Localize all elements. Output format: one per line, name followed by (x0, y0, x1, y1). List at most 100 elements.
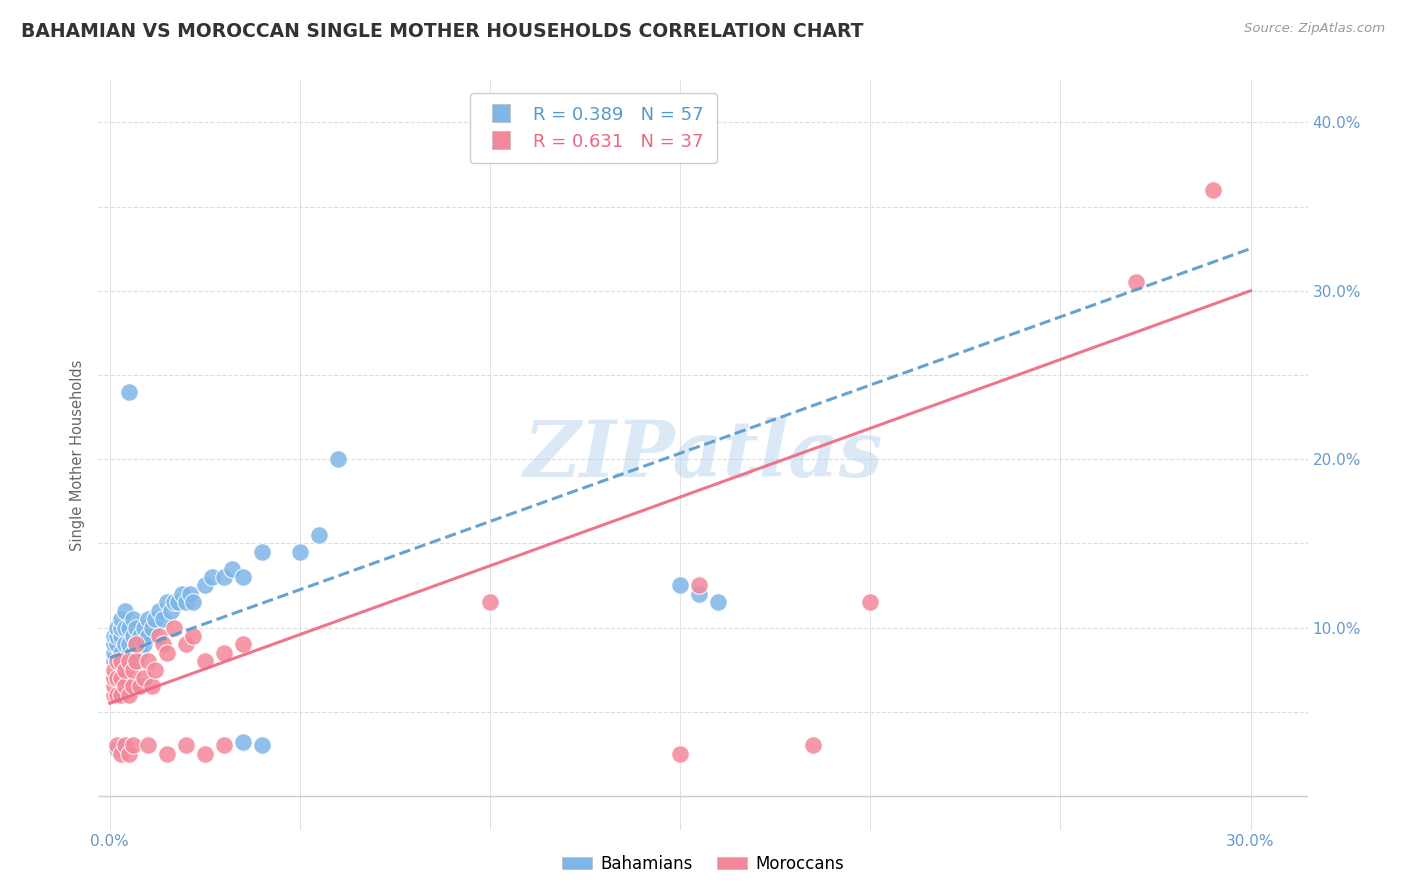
Point (121, 663, 143, 677)
Point (145, 663, 167, 677)
Point (118, 646, 141, 660)
Point (110, 612, 132, 626)
Point (110, 646, 132, 660)
Point (121, 739, 143, 753)
Point (194, 654, 217, 668)
Point (103, 654, 125, 668)
Point (152, 612, 174, 626)
Point (194, 578, 217, 592)
Point (479, 595, 502, 609)
Point (110, 629, 132, 643)
Point (103, 629, 125, 643)
Point (114, 680, 136, 694)
Point (107, 688, 129, 702)
Point (107, 739, 129, 753)
Point (129, 629, 152, 643)
Point (118, 637, 141, 651)
Point (107, 654, 129, 668)
Point (179, 587, 201, 601)
Point (114, 637, 136, 651)
Point (170, 587, 193, 601)
Point (145, 612, 167, 626)
Point (156, 646, 179, 660)
Point (103, 680, 125, 694)
Point (118, 384, 141, 399)
Point (107, 637, 129, 651)
Point (110, 620, 132, 634)
Point (141, 620, 163, 634)
Point (103, 646, 125, 660)
Text: BAHAMIAN VS MOROCCAN SINGLE MOTHER HOUSEHOLDS CORRELATION CHART: BAHAMIAN VS MOROCCAN SINGLE MOTHER HOUSE… (21, 22, 863, 41)
Point (129, 680, 152, 694)
Point (250, 545, 273, 559)
Point (156, 747, 179, 761)
Point (129, 646, 152, 660)
Point (110, 654, 132, 668)
Point (136, 654, 159, 668)
Y-axis label: Single Mother Households: Single Mother Households (70, 359, 86, 550)
Point (121, 680, 143, 694)
Point (136, 739, 159, 753)
Point (859, 595, 882, 609)
Point (148, 629, 170, 643)
Point (136, 629, 159, 643)
Point (103, 637, 125, 651)
Point (107, 741, 129, 756)
Point (107, 620, 129, 634)
Point (121, 646, 143, 660)
Point (221, 561, 243, 575)
Point (141, 680, 163, 694)
Point (103, 688, 125, 702)
Point (114, 663, 136, 677)
Point (183, 595, 205, 609)
Point (110, 654, 132, 668)
Legend: Bahamians, Moroccans: Bahamians, Moroccans (555, 848, 851, 880)
Point (107, 671, 129, 685)
Point (114, 654, 136, 668)
Point (232, 735, 254, 749)
Point (103, 663, 125, 677)
Point (159, 604, 181, 618)
Point (174, 595, 197, 609)
Point (118, 688, 141, 702)
Point (121, 629, 143, 643)
Point (103, 671, 125, 685)
Point (1201, 183, 1223, 197)
Point (110, 747, 132, 761)
Point (201, 570, 224, 584)
Point (156, 595, 179, 609)
Point (707, 595, 730, 609)
Point (125, 654, 148, 668)
Point (110, 688, 132, 702)
Point (132, 671, 155, 685)
Point (110, 671, 132, 685)
Point (107, 629, 129, 643)
Point (250, 739, 273, 753)
Point (163, 595, 186, 609)
Point (1125, 276, 1147, 290)
Point (125, 637, 148, 651)
Text: Source: ZipAtlas.com: Source: ZipAtlas.com (1244, 22, 1385, 36)
Point (194, 747, 217, 761)
Point (801, 739, 824, 753)
Point (288, 545, 311, 559)
Point (688, 578, 710, 592)
Point (669, 578, 692, 592)
Point (114, 620, 136, 634)
Point (107, 654, 129, 668)
Point (132, 637, 155, 651)
Point (118, 747, 141, 761)
Point (152, 637, 174, 651)
Point (118, 620, 141, 634)
Point (326, 452, 349, 467)
Point (308, 528, 330, 542)
Point (688, 587, 710, 601)
Point (183, 629, 205, 643)
Point (114, 604, 136, 618)
Point (125, 620, 148, 634)
Text: ZIPatlas: ZIPatlas (523, 417, 883, 493)
Point (114, 739, 136, 753)
Point (121, 612, 143, 626)
Point (125, 637, 148, 651)
Legend: R = 0.389   N = 57, R = 0.631   N = 37: R = 0.389 N = 57, R = 0.631 N = 37 (470, 93, 717, 163)
